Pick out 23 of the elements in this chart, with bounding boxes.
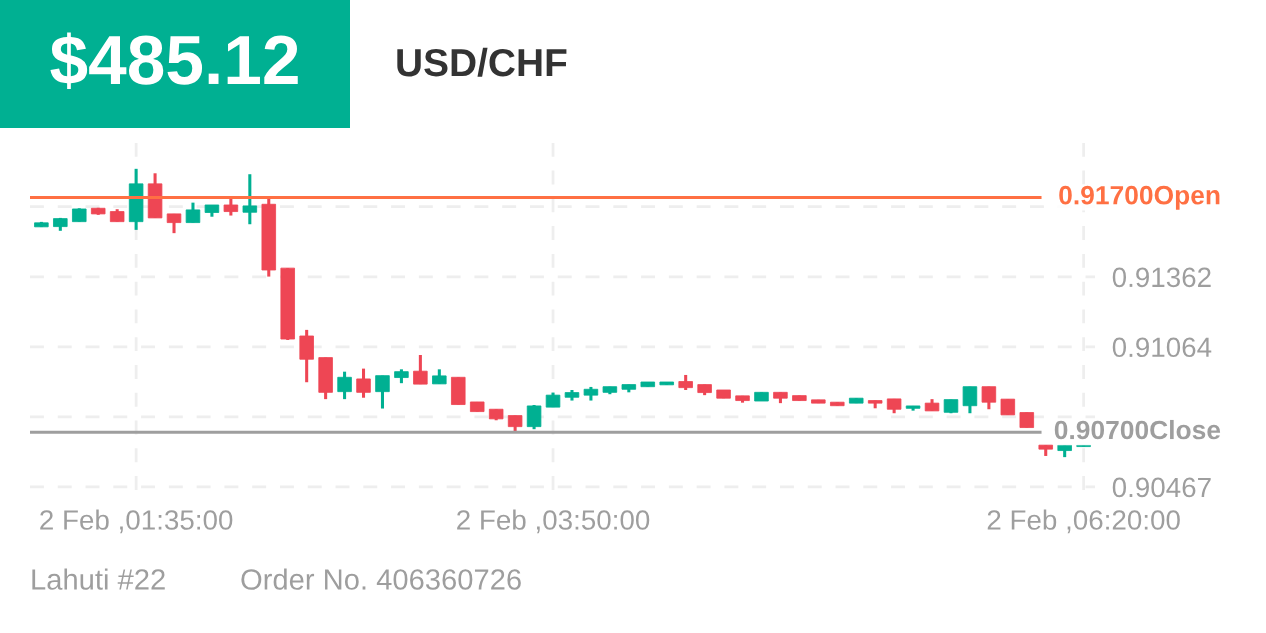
chart-title: USD/CHF [397, 47, 567, 77]
x-tick-label: 2 Feb ,03:50:00 [457, 509, 650, 534]
ref-line-label: 0.91700Open [1059, 185, 1220, 210]
candlestick [185, 202, 201, 224]
text: Lahuti #22 [32, 568, 165, 590]
y-tick-label: 0.90467 [1112, 477, 1211, 498]
candlestick [981, 386, 997, 410]
text: Order No. 406360726 [241, 568, 521, 590]
candlestick [337, 371, 352, 401]
candlestick [375, 375, 390, 409]
candlestick [356, 368, 371, 398]
y-tick-label: 0.91064 [1112, 337, 1212, 358]
candlestick [299, 328, 314, 383]
ref-line-label: 0.90700Close [1054, 419, 1221, 440]
candlestick [413, 355, 428, 386]
candlestick [962, 386, 978, 415]
candlestick [166, 212, 182, 235]
chart-subtitle: $485.12 [50, 32, 298, 90]
candlestick [242, 174, 258, 226]
y-tick-label: 0.91362 [1112, 267, 1211, 288]
x-tick-label: 2 Feb ,06:20:00 [987, 509, 1180, 534]
x-tick-label: 2 Feb ,01:35:00 [40, 509, 233, 534]
candlestick [526, 405, 542, 431]
